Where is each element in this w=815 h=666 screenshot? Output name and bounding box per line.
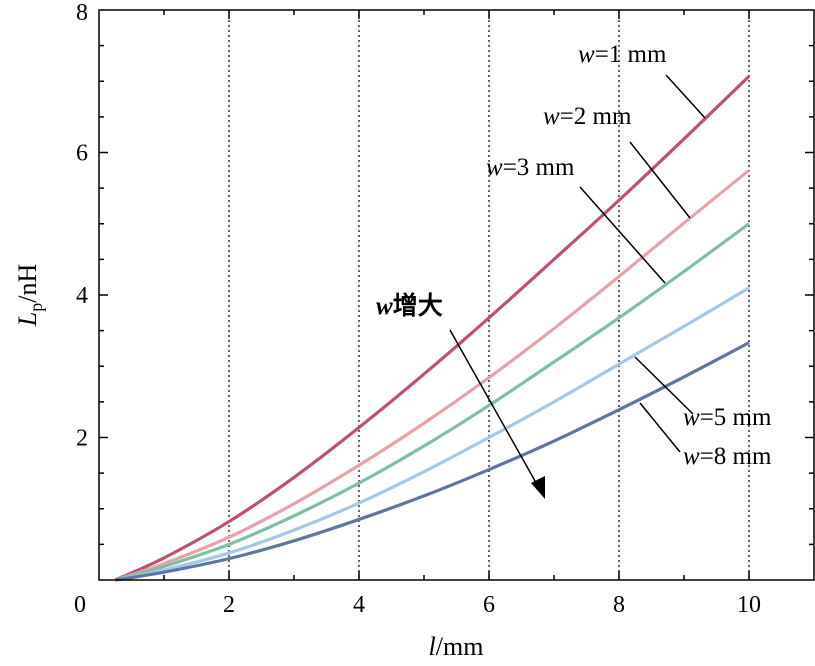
x-axis-var: l <box>429 632 436 661</box>
y-axis-var: L <box>13 312 42 327</box>
y-axis-unit: /nH <box>13 264 42 303</box>
label-w2-var: w <box>543 103 560 130</box>
x-tick-label: 10 <box>737 592 761 618</box>
label-w8-var: w <box>683 443 700 470</box>
leader-w3 <box>579 186 666 284</box>
tick-labels: 0 2 4 6 8 10 2 4 6 8 <box>74 0 761 618</box>
label-w8: w=8 mm <box>683 443 772 470</box>
label-w3-var: w <box>486 154 503 181</box>
series-line-1 <box>114 75 751 582</box>
y-tick-label: 2 <box>76 426 88 452</box>
label-w3-text: =3 mm <box>503 154 575 181</box>
trend-label-var: w <box>376 293 393 320</box>
label-w1-var: w <box>578 41 595 68</box>
label-w1-text: =1 mm <box>595 41 667 68</box>
leader-w5 <box>634 356 694 415</box>
y-tick-label: 4 <box>76 283 88 309</box>
grid-lines <box>228 10 750 580</box>
x-tick-label: 8 <box>613 592 625 618</box>
label-w5: w=5 mm <box>683 404 772 431</box>
trend-label-text: 增大 <box>393 291 443 320</box>
x-tick-label: 2 <box>223 592 235 618</box>
y-axis-label: Lp/nH <box>13 264 46 328</box>
y-tick-label: 6 <box>76 141 88 167</box>
leader-w1 <box>665 74 706 119</box>
y-tick-label: 8 <box>76 0 88 26</box>
x-axis-label: l/mm <box>429 632 484 661</box>
x-tick-label: 6 <box>483 592 495 618</box>
label-w1: w=1 mm <box>578 41 667 68</box>
label-w3: w=3 mm <box>486 154 575 181</box>
series-line-4 <box>114 286 750 582</box>
axis-ticks <box>99 10 814 580</box>
y-axis-sub: p <box>26 303 46 312</box>
leader-lines <box>449 74 706 489</box>
series-line-3 <box>114 222 750 582</box>
label-w8-text: =8 mm <box>700 443 772 470</box>
x-tick-label: 4 <box>353 592 365 618</box>
label-w5-text: =5 mm <box>700 404 772 431</box>
x-axis-unit: /mm <box>436 632 484 661</box>
leader-w8 <box>639 402 681 453</box>
leader-w2 <box>629 141 691 219</box>
label-w2: w=2 mm <box>543 103 632 130</box>
series-curves <box>114 75 751 582</box>
trend-label: w增大 <box>376 291 443 320</box>
label-w2-text: =2 mm <box>560 103 632 130</box>
plot-frame <box>98 9 815 581</box>
x-tick-label: 0 <box>74 592 86 618</box>
series-line-5 <box>114 341 750 582</box>
trend-arrow-shaft <box>449 329 540 489</box>
series-line-2 <box>114 169 751 582</box>
trend-arrow-head <box>531 476 545 499</box>
label-w5-var: w <box>683 404 700 431</box>
